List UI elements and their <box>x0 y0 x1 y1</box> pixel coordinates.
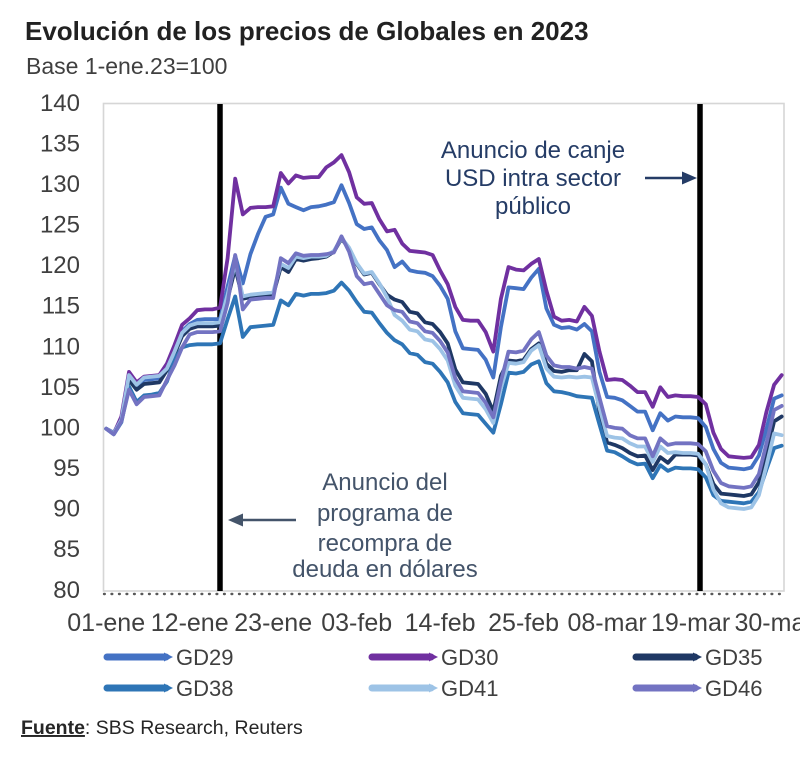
svg-text:GD46: GD46 <box>705 676 762 701</box>
svg-text:12-ene: 12-ene <box>151 609 229 637</box>
svg-text:120: 120 <box>40 252 80 279</box>
svg-text:GD30: GD30 <box>441 645 498 670</box>
svg-text:USD intra sector: USD intra sector <box>445 165 621 192</box>
svg-text:115: 115 <box>42 293 80 320</box>
svg-text:30-mar: 30-mar <box>735 609 800 637</box>
svg-text:recompra de: recompra de <box>318 530 453 557</box>
svg-text:105: 105 <box>40 374 80 401</box>
svg-text:01-ene: 01-ene <box>67 609 145 637</box>
svg-text:GD38: GD38 <box>176 676 233 701</box>
svg-text:125: 125 <box>40 212 80 239</box>
svg-text:19-mar: 19-mar <box>651 609 730 637</box>
svg-text:Evolución de los precios de Gl: Evolución de los precios de Globales en … <box>25 16 589 46</box>
svg-text:Base 1-ene.23=100: Base 1-ene.23=100 <box>26 53 227 79</box>
svg-text:140: 140 <box>40 90 80 117</box>
svg-text:GD29: GD29 <box>176 645 233 670</box>
svg-text:80: 80 <box>53 577 80 604</box>
svg-text:GD35: GD35 <box>705 645 762 670</box>
svg-text:100: 100 <box>40 415 80 442</box>
svg-text:135: 135 <box>40 130 80 157</box>
svg-text:deuda en dólares: deuda en dólares <box>292 556 477 583</box>
svg-text:23-ene: 23-ene <box>234 609 312 637</box>
svg-text:90: 90 <box>53 496 80 523</box>
svg-text:130: 130 <box>40 171 80 198</box>
svg-text:Fuente: SBS Research, Reuters: Fuente: SBS Research, Reuters <box>21 717 303 739</box>
svg-text:95: 95 <box>53 455 80 482</box>
svg-text:público: público <box>495 193 571 220</box>
svg-text:GD41: GD41 <box>441 676 498 701</box>
svg-text:110: 110 <box>42 333 80 360</box>
svg-text:14-feb: 14-feb <box>405 609 476 637</box>
svg-text:85: 85 <box>53 536 80 563</box>
svg-text:08-mar: 08-mar <box>568 609 647 637</box>
svg-text:programa de: programa de <box>317 500 453 527</box>
svg-text:Anuncio de canje: Anuncio de canje <box>441 137 625 164</box>
svg-text:25-feb: 25-feb <box>488 609 559 637</box>
svg-text:Anuncio del: Anuncio del <box>322 469 447 496</box>
svg-text:03-feb: 03-feb <box>321 609 392 637</box>
